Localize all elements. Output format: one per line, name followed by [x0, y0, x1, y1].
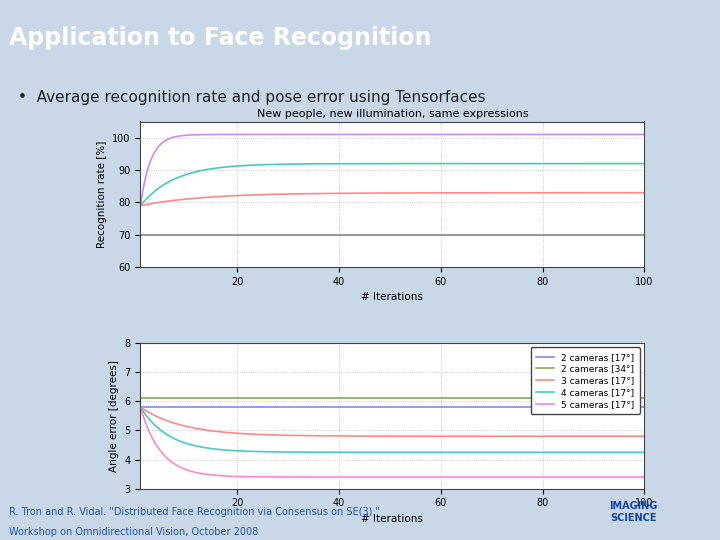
Legend: 2 cameras [17°], 2 cameras [34°], 3 cameras [17°], 4 cameras [17°], 5 cameras [1: 2 cameras [17°], 2 cameras [34°], 3 came… — [531, 348, 640, 414]
Text: Workshop on Omnidirectional Vision, October 2008: Workshop on Omnidirectional Vision, Octo… — [9, 527, 258, 537]
X-axis label: # Iterations: # Iterations — [361, 514, 423, 524]
Y-axis label: Recognition rate [%]: Recognition rate [%] — [96, 140, 107, 248]
Text: •  Average recognition rate and pose error using Tensorfaces: • Average recognition rate and pose erro… — [18, 90, 485, 105]
Text: IMAGING
SCIENCE: IMAGING SCIENCE — [609, 501, 658, 523]
X-axis label: # Iterations: # Iterations — [361, 293, 423, 302]
Text: R. Tron and R. Vidal. "Distributed Face Recognition via Consensus on SE(3).": R. Tron and R. Vidal. "Distributed Face … — [9, 507, 379, 517]
Y-axis label: Angle error [degrees]: Angle error [degrees] — [109, 360, 119, 472]
Title: New people, new illumination, same expressions: New people, new illumination, same expre… — [256, 109, 528, 119]
Text: Application to Face Recognition: Application to Face Recognition — [9, 26, 431, 50]
